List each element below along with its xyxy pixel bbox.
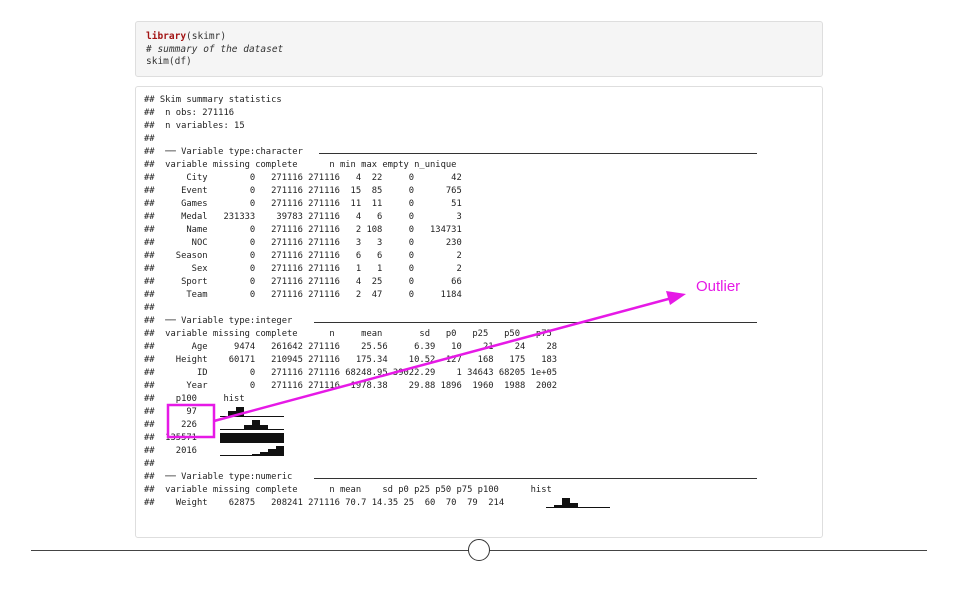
- table-row: ## Age 9474 261642 271116 25.56 6.39 10 …: [144, 342, 558, 352]
- output-line: ##: [144, 459, 155, 469]
- table-row: ## Height 60171 210945 271116 175.34 10.…: [144, 355, 558, 365]
- sparkline-bar: [228, 411, 236, 417]
- sparkline-bar: [276, 446, 284, 456]
- section-rule: [314, 322, 757, 323]
- section-title-integer: ## ── Variable type:integer: [144, 316, 293, 326]
- sparkline-bar: [252, 433, 260, 443]
- code-args: (skimr): [186, 31, 227, 42]
- output-line: ## Skim summary statistics: [144, 95, 282, 105]
- table-header: ## variable missing complete n mean sd p…: [144, 485, 552, 495]
- outlier-arrow-head: [666, 291, 686, 305]
- sparkline-id: [220, 433, 284, 443]
- sparkline-weight: [546, 498, 610, 508]
- table-row: ## Event 0 271116 271116 15 85 0 765: [144, 186, 462, 196]
- sparkline-bar: [244, 433, 252, 443]
- table-row: ## Name 0 271116 271116 2 108 0 134731: [144, 225, 462, 235]
- sparkline-bar: [236, 433, 244, 443]
- table-row: ## 226: [144, 420, 197, 430]
- table-row: ## Year 0 271116 271116 1978.38 29.88 18…: [144, 381, 558, 391]
- slider-handle[interactable]: [468, 539, 490, 561]
- output-line: ##: [144, 303, 155, 313]
- table-row: ## Medal 231333 39783 271116 4 6 0 3: [144, 212, 462, 222]
- code-line-skim: skim(df): [146, 56, 192, 68]
- sparkline-bar: [228, 433, 236, 443]
- sparkline-bar: [236, 429, 244, 430]
- sparkline-bar: [236, 407, 244, 417]
- sparkline-year: [220, 446, 284, 456]
- outlier-arrow-line: [213, 296, 673, 423]
- sparkline-bar: [562, 498, 570, 508]
- code-keyword: library: [146, 31, 187, 42]
- sparkline-bar: [554, 505, 562, 508]
- outlier-highlight-box: [166, 403, 216, 439]
- sparkline-baseline: [220, 416, 284, 417]
- sparkline-age: [220, 407, 284, 417]
- table-row: ## City 0 271116 271116 4 22 0 42: [144, 173, 462, 183]
- table-row: ## 97: [144, 407, 197, 417]
- sparkline-bar: [244, 416, 252, 417]
- sparkline-bar: [260, 452, 268, 456]
- sparkline-bar: [252, 420, 260, 430]
- output-line: ## n obs: 271116: [144, 108, 235, 118]
- sparkline-bar: [276, 433, 284, 443]
- sparkline-bar: [578, 507, 586, 508]
- table-row: ## Games 0 271116 271116 11 11 0 51: [144, 199, 462, 209]
- table-header: ## variable missing complete n mean sd p…: [144, 329, 552, 339]
- table-row: ## Sex 0 271116 271116 1 1 0 2: [144, 264, 462, 274]
- table-row: ## ID 0 271116 271116 68248.95 39022.29 …: [144, 368, 558, 378]
- sparkline-bar: [570, 503, 578, 508]
- output-chunk: ## Skim summary statistics ## n obs: 271…: [135, 86, 823, 538]
- table-row: ## Weight 62875 208241 271116 70.7 14.35…: [144, 498, 505, 508]
- sparkline-bar: [220, 433, 228, 443]
- sparkline-bar: [268, 449, 276, 456]
- table-header: ## p100 hist: [144, 394, 245, 404]
- sparkline-bar: [260, 425, 268, 430]
- table-header: ## variable missing complete n min max e…: [144, 160, 457, 170]
- sparkline-bar: [244, 425, 252, 430]
- table-row: ## 2016: [144, 446, 197, 456]
- code-chunk: library(skimr) # summary of the dataset …: [135, 21, 823, 77]
- sparkline-bar: [268, 433, 276, 443]
- sparkline-height: [220, 420, 284, 430]
- section-rule: [314, 478, 757, 479]
- code-comment: # summary of the dataset: [146, 43, 284, 55]
- output-line: ##: [144, 134, 155, 144]
- output-line: ## n variables: 15: [144, 121, 245, 131]
- table-row: ## Sport 0 271116 271116 4 25 0 66: [144, 277, 462, 287]
- sparkline-bar: [244, 455, 252, 456]
- section-rule: [319, 153, 757, 154]
- code-line-library: library(skimr): [146, 31, 812, 44]
- table-row: ## Season 0 271116 271116 6 6 0 2: [144, 251, 462, 261]
- table-row: ## Team 0 271116 271116 2 47 0 1184: [144, 290, 462, 300]
- sparkline-bar: [260, 433, 268, 443]
- sparkline-bar: [268, 429, 276, 430]
- outlier-label: Outlier: [696, 278, 741, 295]
- section-title-character: ## ── Variable type:character: [144, 147, 303, 157]
- table-row: ## NOC 0 271116 271116 3 3 0 230: [144, 238, 462, 248]
- section-title-numeric: ## ── Variable type:numeric: [144, 472, 293, 482]
- sparkline-bar: [252, 454, 260, 456]
